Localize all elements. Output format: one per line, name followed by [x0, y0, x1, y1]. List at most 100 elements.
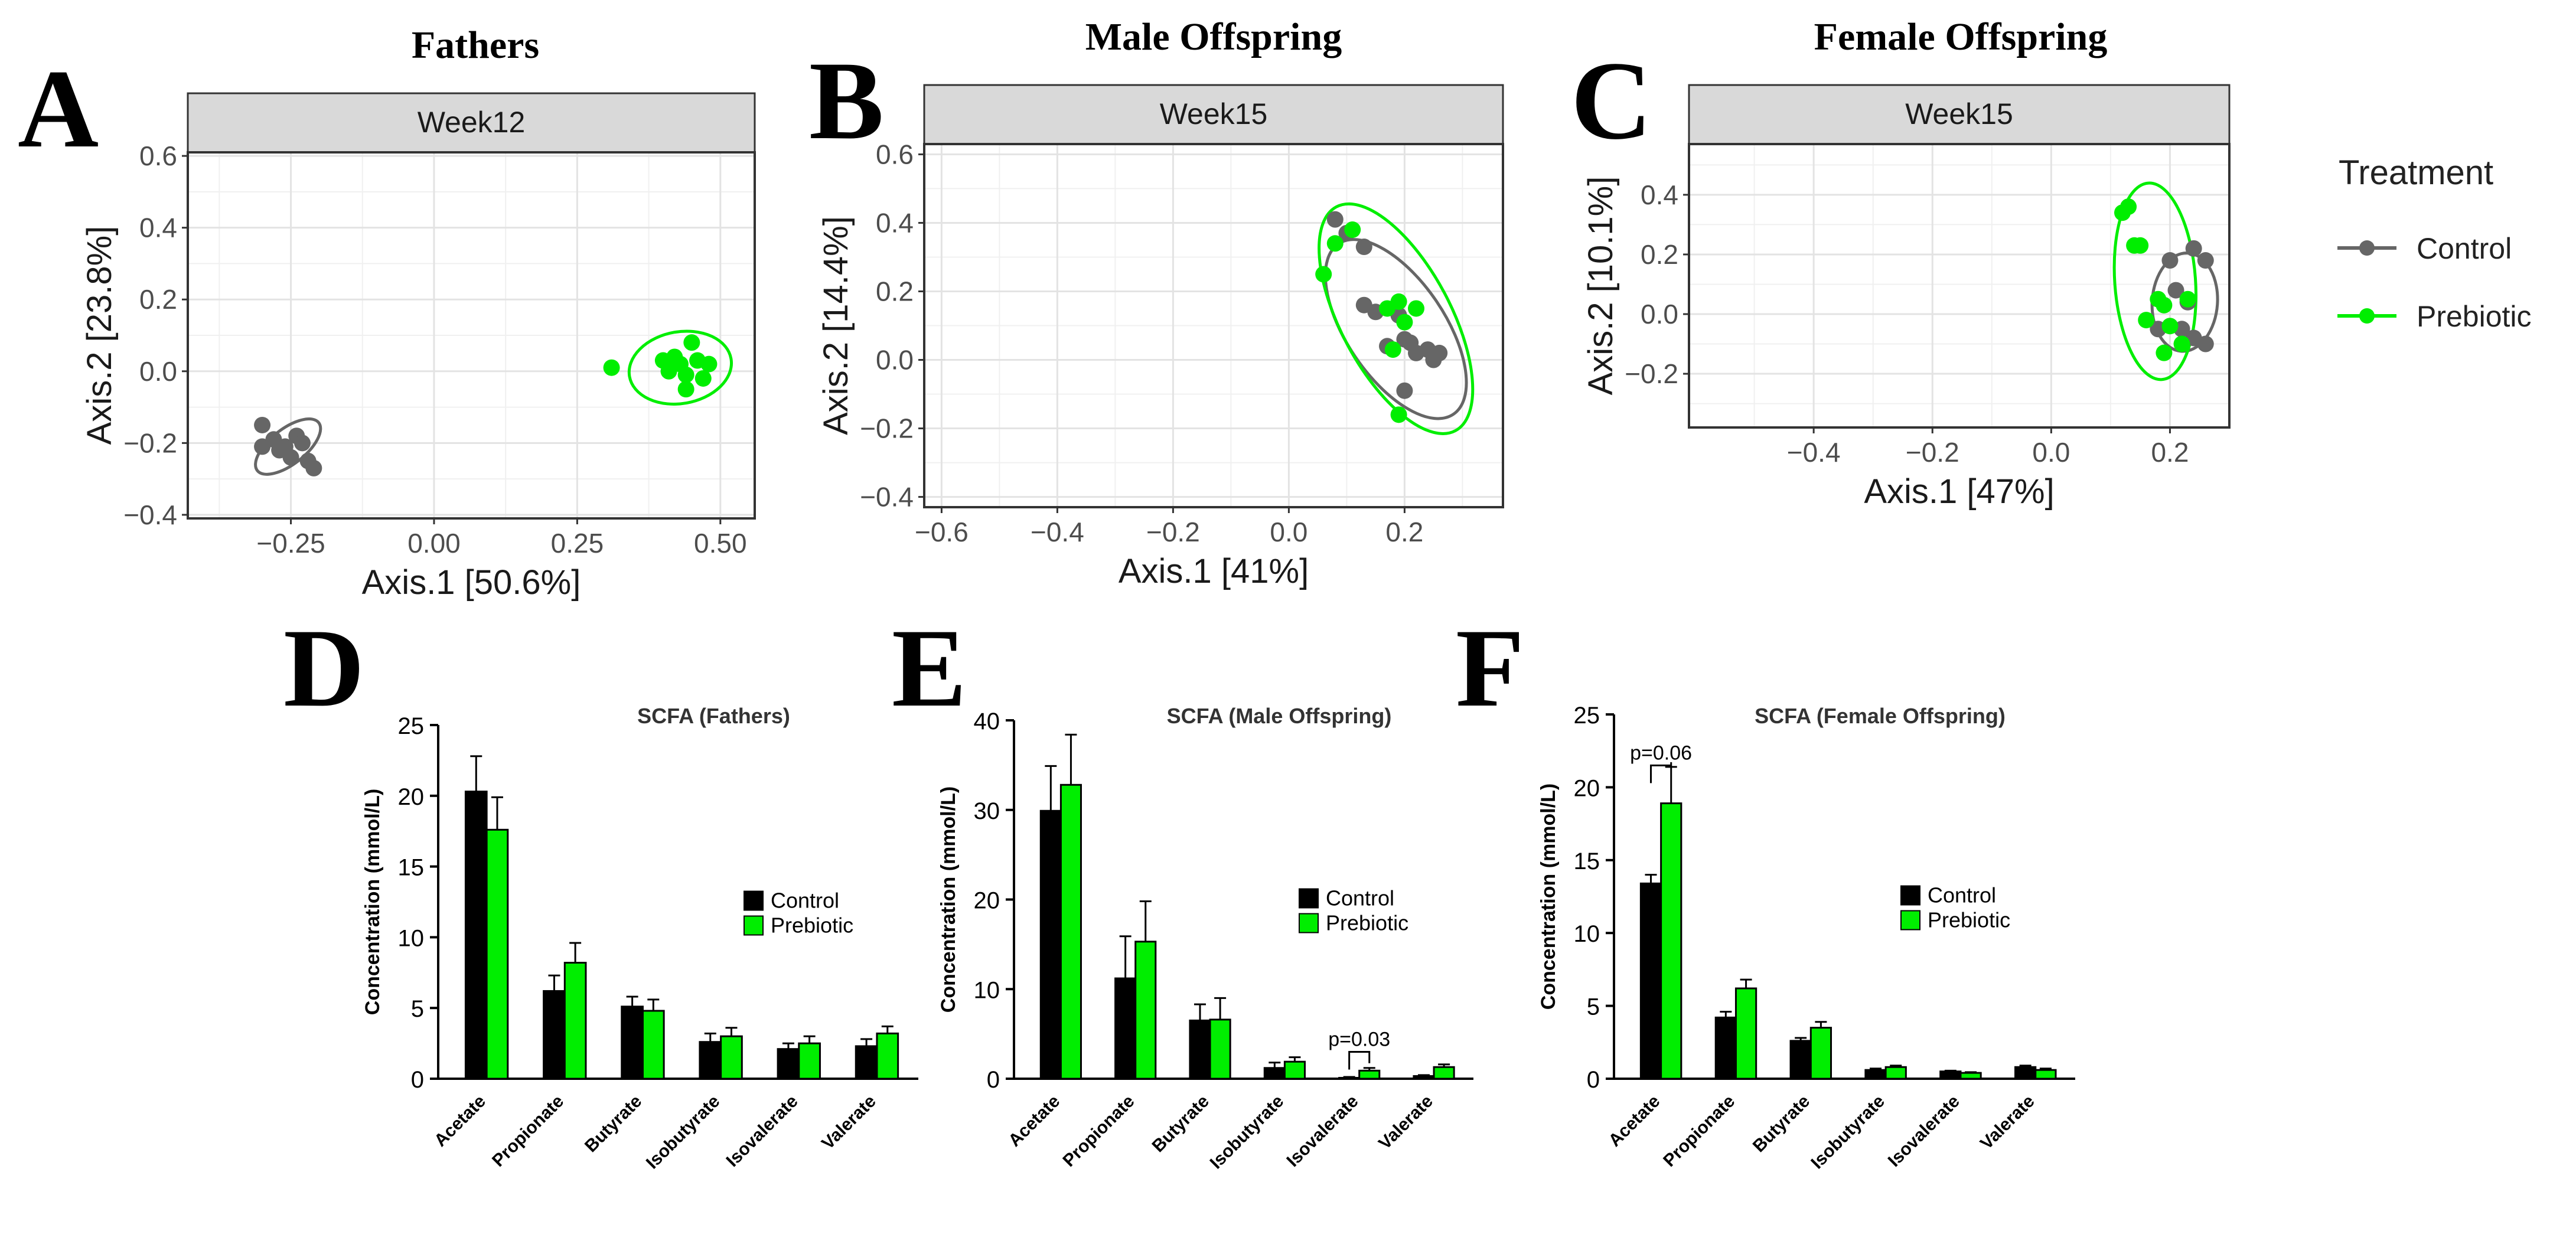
bar-control — [543, 990, 566, 1080]
y-tick-label: 0.4 — [876, 207, 914, 238]
scatter-point-prebiotic — [700, 355, 718, 373]
x-tick-label: 0.0 — [1270, 517, 1307, 547]
legend-swatch-control — [1900, 885, 1920, 906]
scatter-point-prebiotic — [1344, 221, 1361, 239]
x-tick-label: 0.0 — [2032, 437, 2070, 468]
x-tick-label: −0.6 — [915, 517, 969, 547]
legend-swatch-prebiotic — [1299, 913, 1319, 933]
panel-a-pca: A Fathers Week12 −0.4 −0.2 0.0 0.2 0.4 0.6 −0.25 0… — [18, 24, 756, 602]
x-category-label: Valerate — [1375, 1092, 1437, 1154]
panel-title: Male Offspring — [1085, 15, 1342, 58]
panel-c-pca: C Female Offspring Week15 −0.2 0.0 0.2 0.4 −0.4… — [1571, 15, 2231, 511]
bar-prebiotic — [641, 1010, 665, 1080]
x-tick-label: 0.25 — [551, 528, 604, 559]
x-axis-title: Axis.1 [50.6%] — [362, 563, 581, 602]
legend-control-marker — [2359, 240, 2375, 256]
bar-control — [621, 1006, 644, 1080]
plot-area — [1689, 144, 2229, 427]
panel-letter: A — [18, 47, 99, 171]
bar-prebiotic — [798, 1042, 821, 1080]
scatter-point-control — [305, 459, 322, 476]
scatter-point-prebiotic — [2156, 296, 2173, 314]
y-axis-title: Axis.2 [10.1%] — [1582, 177, 1620, 396]
scatter-point-prebiotic — [1384, 341, 1401, 358]
confidence-ellipse-prebiotic — [627, 329, 733, 406]
y-axis-title: Axis.2 [14.4%] — [817, 216, 855, 435]
confidence-ellipse-prebiotic — [1318, 202, 1475, 435]
bar-prebiotic — [1959, 1072, 1982, 1080]
scatter-point-control — [1326, 211, 1344, 228]
facet-label: Week12 — [418, 106, 526, 139]
scatter-point-control — [294, 435, 311, 452]
y-tick-label: 0 — [411, 1067, 424, 1093]
facet-strip — [187, 92, 756, 154]
scatter-point-control — [2185, 240, 2202, 257]
y-tick-label: 15 — [398, 855, 425, 881]
scatter-point-prebiotic — [694, 370, 712, 387]
x-category-label: Isovalerate — [723, 1092, 802, 1171]
bar-control — [855, 1045, 878, 1080]
x-tick-label: 0.50 — [694, 528, 747, 559]
scatter-point-prebiotic — [677, 381, 694, 398]
legend-label-control: Control — [1326, 886, 1394, 910]
scatter-point-control — [282, 449, 299, 466]
plot-border — [1688, 143, 2231, 429]
bar-control — [1864, 1069, 1887, 1080]
bar-control — [1039, 809, 1062, 1080]
bar-prebiotic — [720, 1035, 743, 1080]
y-tick-label: 5 — [1587, 994, 1600, 1020]
panel-f-bars: F SCFA (Female Offspring) 0 5 10 15 20 25 Concen… — [1456, 606, 2075, 1173]
scatter-point-control — [254, 416, 271, 433]
scatter-point-prebiotic — [1408, 300, 1424, 317]
panel-letter: B — [809, 39, 884, 163]
scatter-point-prebiotic — [2138, 312, 2155, 329]
x-category-label: Propionate — [488, 1092, 568, 1171]
bar-prebiotic — [876, 1032, 899, 1080]
scatter-point-prebiotic — [2179, 290, 2196, 308]
y-tick-label: 40 — [974, 709, 1000, 734]
legend-swatch-control — [1299, 888, 1319, 909]
bar-prebiotic — [1809, 1027, 1832, 1080]
legend-label-control: Control — [771, 889, 839, 913]
y-tick-label: −0.4 — [860, 482, 914, 512]
bar-prebiotic — [1209, 1018, 1231, 1080]
legend-prebiotic-marker — [2359, 308, 2375, 324]
treatment-legend: Treatment Control Prebiotic — [2337, 154, 2532, 333]
y-tick-label: 0.4 — [1641, 179, 1678, 210]
y-tick-label: −0.2 — [1625, 358, 1678, 389]
y-tick-label: 0.0 — [1641, 299, 1678, 329]
p-value-label: p=0.03 — [1328, 1028, 1390, 1050]
bar-prebiotic — [1059, 784, 1082, 1080]
x-category-label: Acetate — [1605, 1092, 1664, 1151]
bar-prebiotic — [1660, 802, 1682, 1080]
x-category-label: Isobutyrate — [1807, 1092, 1889, 1173]
y-tick-label: 0.2 — [876, 276, 914, 306]
legend-label-prebiotic: Prebiotic — [1928, 908, 2010, 932]
panel-letter: F — [1456, 606, 1524, 730]
x-axis-title: Axis.1 [47%] — [1864, 472, 2054, 511]
chart-title: SCFA (Fathers) — [637, 704, 790, 728]
y-tick-label: 20 — [398, 784, 425, 810]
panel-letter: C — [1571, 39, 1652, 163]
bar-control — [1639, 882, 1662, 1080]
bar-prebiotic — [1884, 1066, 1907, 1080]
x-category-label: Acetate — [1005, 1092, 1064, 1151]
bar-control — [1789, 1040, 1812, 1080]
x-category-label: Valerate — [818, 1092, 880, 1154]
y-tick-label: 0.4 — [139, 213, 177, 243]
bar-control — [1114, 977, 1137, 1080]
bar-prebiotic — [1283, 1060, 1306, 1080]
scatter-point-prebiotic — [683, 334, 700, 351]
x-tick-label: −0.2 — [1146, 517, 1200, 547]
y-axis-title: Concentration (mmol/L) — [937, 786, 960, 1013]
bar-control — [1338, 1076, 1361, 1080]
significance-bracket — [1348, 1050, 1371, 1070]
scatter-point-control — [1355, 239, 1372, 256]
scatter-point-prebiotic — [677, 366, 694, 383]
y-tick-label: 20 — [1574, 775, 1600, 801]
y-tick-label: 25 — [1574, 703, 1600, 729]
panel-title: Fathers — [412, 24, 539, 67]
